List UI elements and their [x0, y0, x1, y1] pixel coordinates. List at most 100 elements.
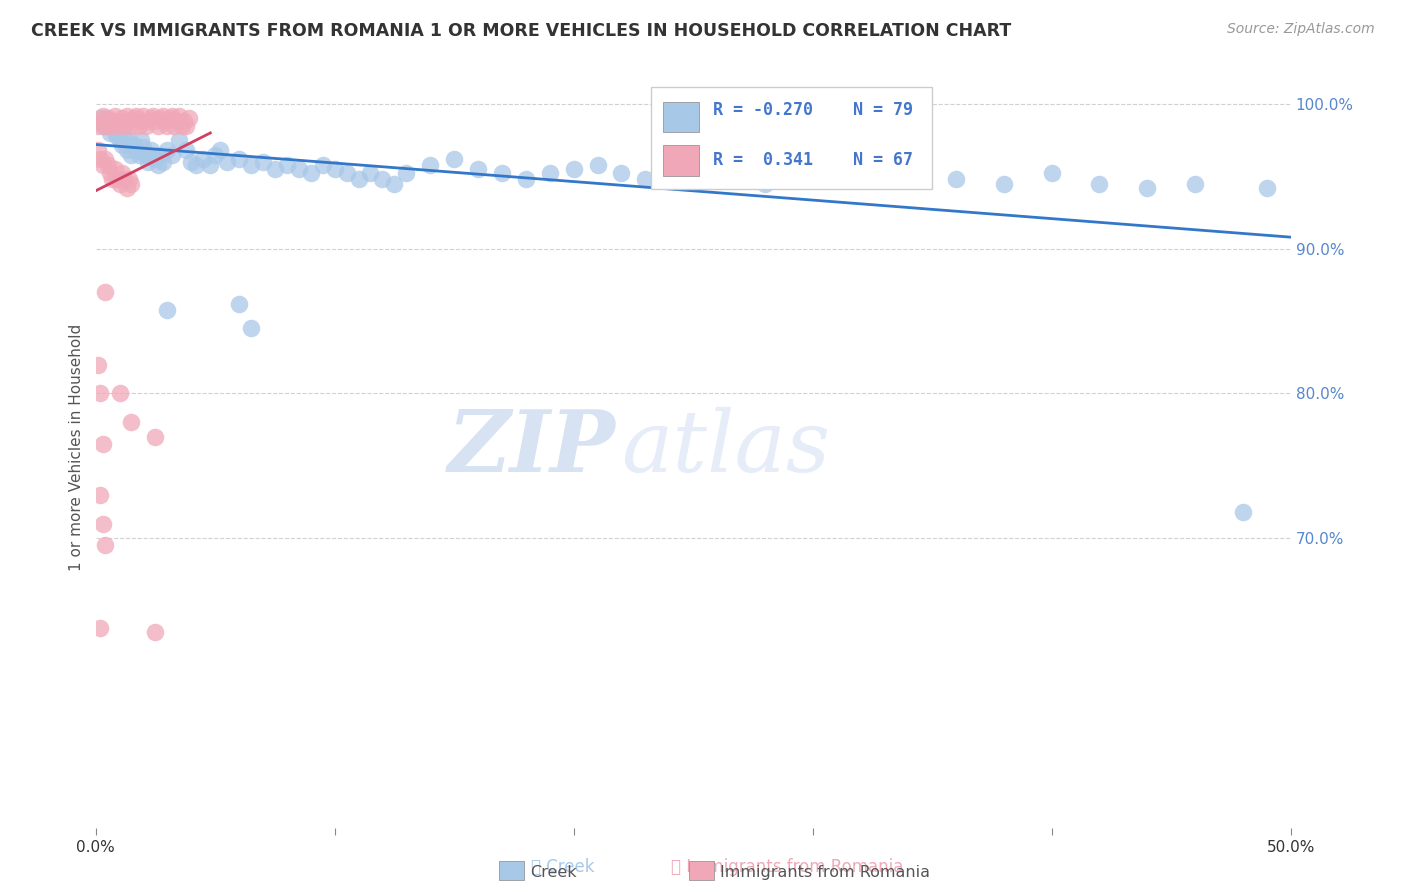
- Point: [170, 119, 193, 133]
- Point: [166, 114, 188, 128]
- Point: [586, 158, 609, 172]
- Point: [682, 172, 704, 186]
- Point: [156, 302, 179, 317]
- Y-axis label: 1 or more Vehicles in Household: 1 or more Vehicles in Household: [69, 324, 84, 572]
- Point: [153, 114, 176, 128]
- Point: [89, 114, 111, 128]
- Point: [706, 162, 728, 177]
- Point: [1256, 181, 1278, 195]
- Point: [1040, 166, 1063, 180]
- Point: [105, 128, 128, 143]
- Point: [146, 158, 169, 172]
- Point: [136, 114, 159, 128]
- Point: [371, 172, 394, 186]
- Point: [395, 166, 418, 180]
- Point: [135, 147, 157, 161]
- FancyBboxPatch shape: [651, 87, 932, 189]
- Point: [89, 621, 111, 635]
- Text: CREEK VS IMMIGRANTS FROM ROMANIA 1 OR MORE VEHICLES IN HOUSEHOLD CORRELATION CHA: CREEK VS IMMIGRANTS FROM ROMANIA 1 OR MO…: [31, 22, 1011, 40]
- Point: [156, 119, 179, 133]
- Point: [419, 158, 441, 172]
- Point: [132, 140, 155, 154]
- Point: [276, 158, 298, 172]
- Text: R = -0.270    N = 79: R = -0.270 N = 79: [713, 101, 914, 119]
- Text: Source: ZipAtlas.com: Source: ZipAtlas.com: [1227, 22, 1375, 37]
- Point: [89, 488, 111, 502]
- Point: [240, 321, 263, 335]
- Point: [347, 172, 370, 186]
- Point: [1136, 181, 1159, 195]
- Point: [176, 144, 198, 158]
- Point: [1088, 177, 1111, 191]
- Point: [562, 162, 585, 177]
- Point: [111, 112, 134, 126]
- Point: [87, 144, 110, 158]
- Point: [105, 172, 128, 186]
- Point: [538, 166, 561, 180]
- Point: [191, 152, 215, 166]
- Point: [115, 181, 138, 195]
- Point: [96, 112, 120, 126]
- Point: [118, 172, 141, 186]
- Point: [754, 177, 776, 191]
- Point: [945, 172, 967, 186]
- Point: [112, 128, 135, 143]
- Point: [89, 152, 111, 166]
- Point: [101, 119, 124, 133]
- Point: [173, 114, 195, 128]
- Point: [634, 172, 657, 186]
- Point: [897, 166, 920, 180]
- Point: [146, 119, 169, 133]
- Point: [125, 109, 148, 123]
- Point: [360, 166, 382, 180]
- Point: [111, 166, 134, 180]
- Point: [128, 119, 150, 133]
- Point: [152, 154, 174, 169]
- Point: [98, 166, 121, 180]
- Point: [730, 172, 752, 186]
- Point: [108, 386, 131, 401]
- Text: ⬛ Creek: ⬛ Creek: [530, 858, 595, 876]
- Point: [125, 144, 148, 158]
- Point: [108, 177, 131, 191]
- Point: [118, 114, 141, 128]
- Point: [467, 162, 489, 177]
- Point: [149, 147, 172, 161]
- Text: Immigrants from Romania: Immigrants from Romania: [720, 865, 929, 880]
- Point: [115, 144, 138, 158]
- Text: ⬛ Immigrants from Romania: ⬛ Immigrants from Romania: [671, 858, 904, 876]
- Point: [228, 152, 250, 166]
- Point: [108, 114, 131, 128]
- Point: [98, 126, 121, 140]
- Point: [112, 172, 135, 186]
- Point: [98, 119, 121, 133]
- Point: [778, 172, 800, 186]
- Point: [94, 112, 117, 126]
- Point: [160, 147, 183, 161]
- Point: [91, 516, 114, 531]
- Point: [252, 154, 274, 169]
- Point: [145, 430, 167, 444]
- Text: R =  0.341    N = 67: R = 0.341 N = 67: [713, 151, 914, 169]
- Point: [384, 177, 406, 191]
- Point: [323, 162, 346, 177]
- Point: [515, 172, 537, 186]
- Point: [159, 112, 181, 126]
- Point: [1184, 177, 1206, 191]
- Text: Creek: Creek: [530, 865, 576, 880]
- Point: [163, 119, 186, 133]
- Point: [217, 154, 239, 169]
- Point: [176, 119, 198, 133]
- Point: [993, 177, 1015, 191]
- Point: [87, 119, 110, 133]
- Point: [139, 112, 162, 126]
- Point: [156, 144, 179, 158]
- Point: [139, 144, 162, 158]
- Point: [105, 119, 128, 133]
- Point: [312, 158, 335, 172]
- Point: [169, 133, 191, 147]
- Point: [658, 166, 681, 180]
- Point: [169, 109, 191, 123]
- Point: [91, 119, 114, 133]
- Point: [104, 162, 127, 177]
